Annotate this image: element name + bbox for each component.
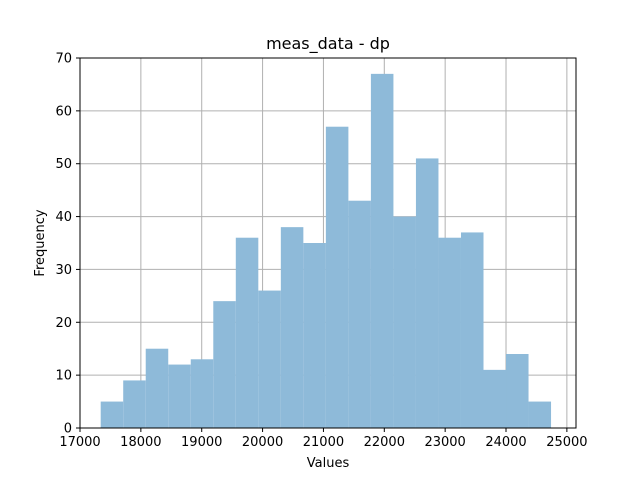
histogram-bar bbox=[258, 290, 281, 428]
y-tick-label: 0 bbox=[64, 422, 72, 437]
x-tick-label: 20000 bbox=[242, 435, 283, 450]
histogram-bar bbox=[528, 401, 552, 428]
histogram-bar bbox=[483, 369, 507, 428]
x-tick-label: 25000 bbox=[546, 435, 587, 450]
chart-title: meas_data - dp bbox=[266, 34, 390, 54]
x-axis-label: Values bbox=[307, 456, 350, 471]
histogram-bar bbox=[123, 380, 146, 428]
histogram-bar bbox=[100, 401, 124, 428]
y-tick-label: 40 bbox=[55, 210, 72, 225]
histogram-bar bbox=[415, 158, 439, 428]
histogram-bar bbox=[348, 200, 371, 428]
x-tick-label: 17000 bbox=[59, 435, 100, 450]
x-tick-label: 21000 bbox=[303, 435, 344, 450]
histogram-bar bbox=[370, 73, 394, 428]
histogram-bar bbox=[213, 301, 236, 428]
histogram-bar bbox=[460, 232, 484, 428]
histogram-bar bbox=[168, 364, 191, 428]
y-tick-label: 70 bbox=[55, 52, 72, 67]
histogram-bar bbox=[190, 359, 214, 428]
y-tick-label: 30 bbox=[55, 263, 72, 278]
histogram-bar bbox=[235, 237, 259, 428]
y-axis-ticks: 0 10 20 30 40 50 60 70 bbox=[55, 52, 80, 437]
histogram-bar bbox=[438, 237, 461, 428]
y-tick-label: 60 bbox=[55, 104, 72, 119]
x-tick-label: 19000 bbox=[181, 435, 222, 450]
histogram-bar bbox=[506, 354, 529, 428]
histogram-bar bbox=[393, 216, 416, 428]
y-tick-label: 10 bbox=[55, 369, 72, 384]
y-tick-label: 20 bbox=[55, 316, 72, 331]
bars bbox=[100, 73, 552, 428]
y-tick-label: 50 bbox=[55, 157, 72, 172]
x-tick-label: 24000 bbox=[485, 435, 526, 450]
x-axis-ticks: 17000 18000 19000 20000 21000 22000 23000 24000… bbox=[59, 428, 588, 450]
x-tick-label: 18000 bbox=[120, 435, 161, 450]
histogram-bar bbox=[280, 227, 304, 428]
histogram-bar bbox=[303, 243, 326, 428]
histogram-bar bbox=[145, 348, 169, 428]
x-tick-label: 23000 bbox=[424, 435, 465, 450]
plot-frame bbox=[79, 57, 577, 429]
y-axis-label: Frequency bbox=[33, 209, 48, 276]
x-tick-label: 22000 bbox=[364, 435, 405, 450]
histogram-bar bbox=[325, 126, 349, 428]
